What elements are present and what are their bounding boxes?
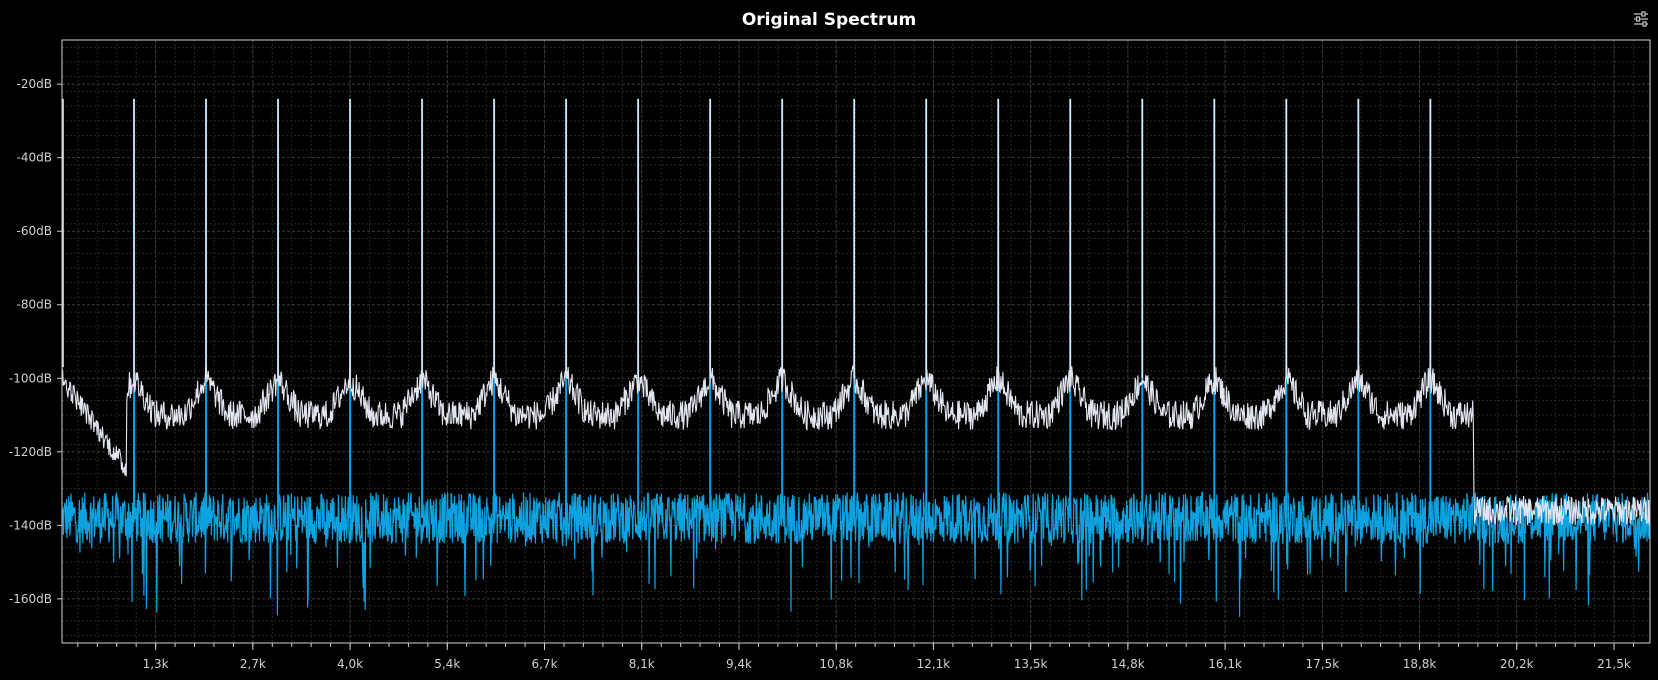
x-tick-label: 18,8k: [1403, 657, 1437, 671]
y-tick-label: -80dB: [17, 298, 52, 312]
x-tick-label: 20,2k: [1500, 657, 1534, 671]
y-tick-label: -40dB: [17, 151, 52, 165]
y-tick-label: -60dB: [17, 224, 52, 238]
y-tick-label: -20dB: [17, 77, 52, 91]
y-tick-label: -160dB: [9, 592, 52, 606]
y-axis: -20dB -40dB -60dB -80dB -100dB -120dB -140dB -1…: [9, 77, 62, 606]
y-tick-label: -120dB: [9, 445, 52, 459]
x-tick-label: 13,5k: [1014, 657, 1048, 671]
x-tick-label: 6,7k: [531, 657, 557, 671]
y-tick-label: -100dB: [9, 371, 52, 385]
series-layer: [61, 98, 1651, 617]
series-line-blue: [61, 491, 1651, 617]
x-tick-label: 4,0k: [337, 657, 363, 671]
x-tick-label: 21,5k: [1597, 657, 1631, 671]
x-tick-label: 5,4k: [434, 657, 460, 671]
x-tick-label: 8,1k: [629, 657, 655, 671]
x-axis: 1,3k 2,7k 4,0k 5,4k 6,7k 8,1k 9,4k 10,8k 12,1k 13…: [77, 643, 1634, 671]
settings-sliders-icon[interactable]: [1632, 10, 1650, 28]
chart-title: Original Spectrum: [741, 10, 917, 30]
grid-major: [62, 40, 1650, 643]
x-tick-label: 1,3k: [143, 657, 169, 671]
x-tick-label: 9,4k: [726, 657, 752, 671]
x-tick-label: 17,5k: [1305, 657, 1339, 671]
x-tick-label: 10,8k: [819, 657, 853, 671]
x-tick-label: 16,1k: [1208, 657, 1242, 671]
x-tick-label: 12,1k: [917, 657, 951, 671]
x-tick-label: 2,7k: [240, 657, 266, 671]
sliders-icon: [1634, 11, 1648, 27]
x-tick-label: 14,8k: [1111, 657, 1145, 671]
series-line-white: [61, 363, 1651, 526]
y-tick-label: -140dB: [9, 518, 52, 532]
